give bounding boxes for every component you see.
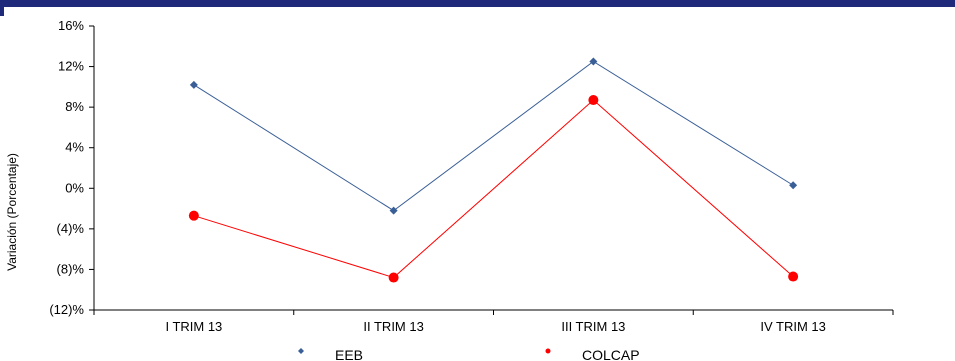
y-tick-label: 12% (58, 59, 84, 74)
series-line-colcap (193, 99, 794, 279)
data-point-eeb (189, 80, 198, 89)
y-tick-label: (4)% (57, 221, 85, 236)
series-line-eeb (193, 60, 794, 212)
y-axis-title: Variación (Porcentaje) (5, 153, 19, 271)
header-bar-notch (0, 7, 4, 16)
x-tick-label: II TRIM 13 (363, 319, 423, 334)
legend-marker-eeb (298, 348, 304, 354)
data-point-colcap (188, 210, 199, 221)
series-markers (188, 57, 799, 283)
header-bar (0, 0, 955, 7)
x-tick-label: I TRIM 13 (165, 319, 222, 334)
legend-marker-colcap (545, 348, 551, 354)
y-tick-label: 0% (65, 180, 84, 195)
y-tick-label: (8)% (57, 261, 85, 276)
legend: EEB COLCAP (298, 347, 640, 361)
data-point-colcap (788, 271, 799, 282)
x-tick-labels: I TRIM 13 II TRIM 13 III TRIM 13 IV TRIM 13 (93, 310, 894, 334)
x-tick-label: III TRIM 13 (561, 319, 625, 334)
series-lines (193, 60, 794, 279)
data-point-eeb (789, 181, 798, 190)
x-tick-label: IV TRIM 13 (760, 319, 826, 334)
y-tick-labels: 16% 12% 8% 4% 0% (4)% (8)% (12)% (49, 18, 94, 317)
data-point-eeb (389, 206, 398, 215)
y-tick-label: (12)% (49, 302, 84, 317)
y-tick-label: 4% (65, 140, 84, 155)
legend-label-colcap: COLCAP (582, 347, 640, 361)
data-point-colcap (388, 272, 399, 283)
data-point-eeb (589, 57, 598, 66)
legend-label-eeb: EEB (335, 347, 363, 361)
y-tick-label: 8% (65, 99, 84, 114)
data-point-colcap (588, 95, 599, 106)
y-tick-label: 16% (58, 18, 84, 33)
